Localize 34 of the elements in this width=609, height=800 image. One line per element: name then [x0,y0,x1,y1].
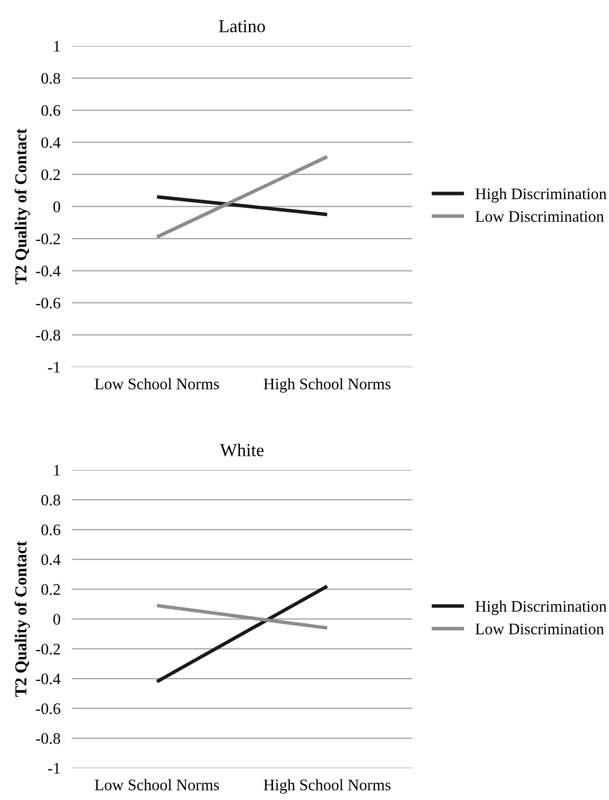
y-tick-label: -0.6 [36,298,60,309]
x-tick-label: Low School Norms [94,779,219,790]
y-axis-title: T2 Quality of Contact [14,128,30,284]
x-tick-label: High School Norms [264,378,390,393]
y-tick-label: 1 [54,40,60,52]
x-tick-label: Low School Norms [94,378,219,390]
chart-title: White [220,444,264,456]
y-tick-label: 1 [54,464,60,476]
y-tick-label: 0.6 [41,524,60,536]
y-tick-label: 0.4 [41,137,60,148]
y-tick-label: 0 [53,201,60,212]
y-tick-label: 0.2 [41,584,60,595]
y-tick-label: -0.4 [36,674,60,684]
y-tick-label: -0.8 [36,330,60,341]
y-tick-label: -0.2 [36,234,60,244]
chart-title: Latino [219,20,265,32]
x-tick-label: High School Norms [264,779,390,794]
y-axis-title: T2 Quality of Contact [14,541,30,697]
legend-label: High Discrimination [475,600,607,616]
legend-label: Low Discrimination [475,624,604,634]
y-tick-label: -0.6 [36,703,60,714]
y-tick-label: 0.2 [41,169,60,180]
y-tick-label: -1 [48,362,60,373]
y-tick-label: -0.8 [36,733,60,744]
legend-label: High Discrimination [475,188,607,203]
y-tick-label: 0.4 [41,554,60,566]
legend-label: Low Discrimination [475,211,604,222]
y-tick-label: 0.8 [41,494,60,506]
y-tick-label: 0 [53,614,60,625]
y-tick-label: -0.4 [36,266,60,276]
y-tick-label: -1 [48,762,60,774]
y-tick-label: -0.2 [36,644,60,655]
y-tick-label: 0.8 [41,73,60,84]
y-tick-label: 0.6 [41,105,60,116]
